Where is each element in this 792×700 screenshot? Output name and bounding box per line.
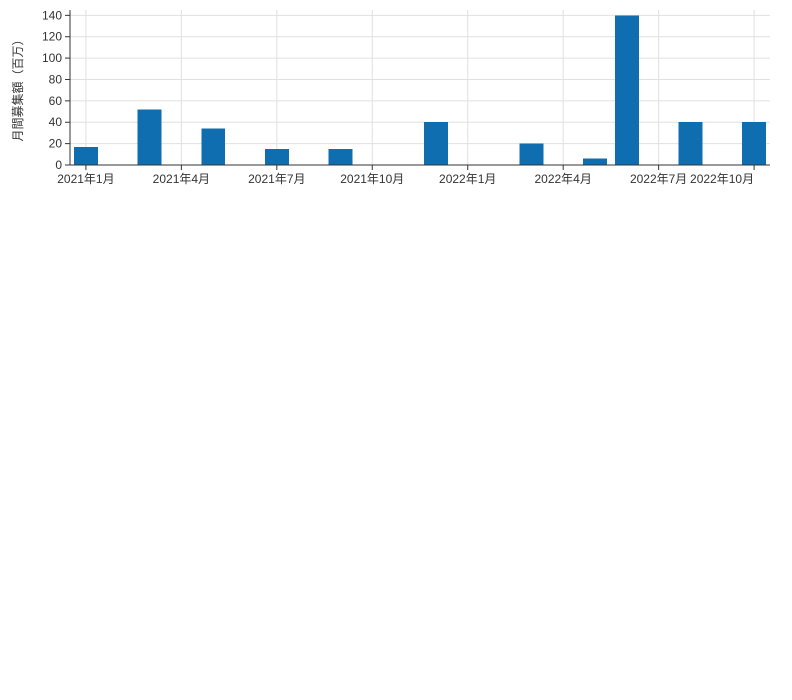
x-tick-label: 2022年10月 xyxy=(690,172,754,186)
bar-chart: 0 20 40 60 80 100 120 140 2021年1月 2021年4月 2021年7月 2… xyxy=(0,0,792,700)
y-tick-label: 80 xyxy=(49,72,63,86)
bar xyxy=(424,122,448,165)
x-tick-label: 2021年7月 xyxy=(248,172,305,186)
x-tick-label: 2021年1月 xyxy=(57,172,114,186)
y-tick-label: 40 xyxy=(49,115,63,129)
y-axis-title: 月間募集額（百万） xyxy=(10,33,25,141)
y-tick-label: 140 xyxy=(42,8,62,22)
bar xyxy=(583,159,607,165)
x-tick-label: 2021年4月 xyxy=(153,172,210,186)
y-tick-label: 100 xyxy=(42,51,62,65)
bar xyxy=(201,129,225,165)
x-tick-label: 2022年1月 xyxy=(439,172,496,186)
y-tick-label: 0 xyxy=(55,158,62,172)
y-tick-label: 20 xyxy=(49,137,63,151)
chart-container: 0 20 40 60 80 100 120 140 2021年1月 2021年4月 2021年7月 2… xyxy=(0,0,792,700)
x-tick-label: 2022年4月 xyxy=(534,172,591,186)
x-tick-label: 2022年7月 xyxy=(630,172,687,186)
bar xyxy=(519,144,543,165)
bar xyxy=(265,149,289,165)
bar xyxy=(679,122,703,165)
bar xyxy=(742,122,766,165)
bar xyxy=(615,15,639,165)
bar xyxy=(74,147,98,165)
bar xyxy=(138,109,162,165)
x-tick-label: 2021年10月 xyxy=(340,172,404,186)
y-tick-label: 120 xyxy=(42,30,62,44)
y-tick-label: 60 xyxy=(49,94,63,108)
bar xyxy=(329,149,353,165)
